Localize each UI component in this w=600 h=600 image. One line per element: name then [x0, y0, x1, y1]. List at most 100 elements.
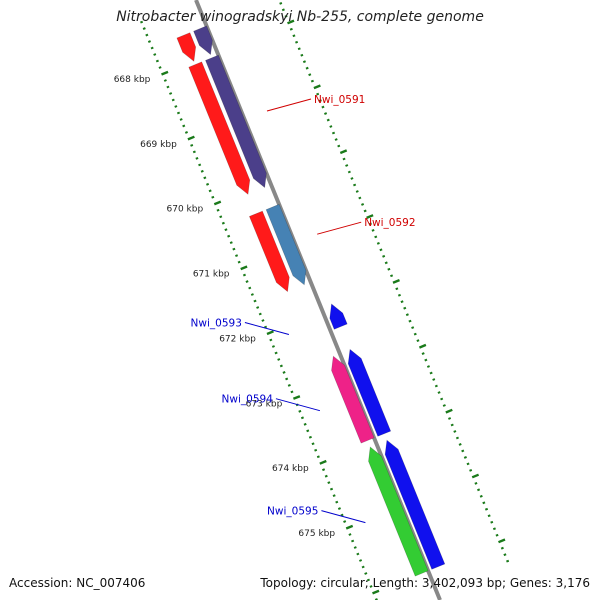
scale-tick-left — [287, 383, 291, 387]
scale-tick-right — [284, 14, 288, 18]
backbone-line — [194, 0, 442, 600]
scale-tick-left — [187, 135, 195, 141]
scale-tick-left — [224, 228, 228, 232]
scale-tick-right — [324, 112, 328, 116]
cds-arrow-nwi-0592[interactable] — [249, 210, 290, 293]
scale-tick-right — [287, 19, 295, 25]
scale-tick-left — [314, 448, 318, 452]
scale-tick-right — [310, 79, 314, 83]
scale-tick-right — [413, 332, 417, 336]
scale-tick-left — [361, 565, 365, 569]
scale-tick-right — [371, 228, 375, 232]
scale-tick-left — [322, 468, 326, 472]
scale-tick-right — [498, 538, 506, 544]
label-leader-nwi-0591 — [266, 98, 312, 112]
scale-tick-left — [316, 455, 320, 459]
scale-tick-right — [392, 278, 400, 284]
scale-tick-left — [179, 118, 183, 121]
scale-tick-left — [153, 53, 157, 56]
scale-tick-left — [308, 435, 312, 439]
gene-arrow-nwi-0595[interactable] — [368, 446, 429, 577]
scale-tick-right — [390, 274, 394, 278]
scale-tick-right — [500, 546, 504, 550]
scale-tick-right — [350, 177, 354, 180]
gene-label-nwi-0591[interactable]: Nwi_0591 — [314, 94, 365, 106]
scale-tick-left — [235, 254, 239, 258]
scale-tick-right — [300, 53, 304, 57]
gene-label-nwi-0594[interactable]: Nwi_0594 — [222, 394, 274, 406]
scale-tick-left — [190, 143, 194, 147]
scale-tick-left — [203, 176, 207, 180]
scale-tick-right — [432, 378, 436, 381]
scale-tick-left — [176, 111, 181, 115]
scale-tick-left — [335, 500, 339, 504]
scale-tick-right — [445, 408, 453, 414]
cds-arrow-partial-0[interactable] — [176, 32, 197, 62]
cds-arrow-nwi-0593[interactable] — [329, 303, 348, 330]
scale-tick-left — [182, 124, 186, 128]
gene-label-nwi-0593[interactable]: Nwi_0593 — [191, 318, 242, 330]
scale-tick-left — [242, 273, 246, 277]
scale-tick-left — [340, 513, 344, 517]
map-title: Nitrobacter winogradskyi Nb-255, complet… — [116, 9, 484, 25]
scale-tick-left — [155, 59, 159, 63]
scale-tick-left — [232, 247, 236, 251]
scale-tick-right — [477, 488, 481, 492]
gene-arrow-nwi-0594[interactable] — [331, 355, 375, 444]
scale-tick-right — [326, 118, 330, 122]
scale-tick-left — [258, 312, 262, 316]
scale-tick-left — [174, 105, 178, 108]
scale-tick-right — [316, 92, 320, 96]
scale-tick-right — [418, 343, 427, 349]
gene-arrow-nwi-0591[interactable] — [205, 54, 267, 189]
gene-arrow-partial-0[interactable] — [193, 25, 213, 56]
cds-arrow-nwi-0591[interactable] — [188, 61, 251, 195]
scale-tick-label: 669 kbp — [140, 140, 177, 150]
scale-tick-left — [145, 33, 149, 37]
gene-label-nwi-0592[interactable]: Nwi_0592 — [364, 217, 415, 229]
scale-tick-right — [466, 462, 470, 466]
scale-tick-left — [213, 200, 222, 206]
scale-tick-left — [206, 182, 210, 186]
gene-arrow-nwi-0592[interactable] — [265, 203, 307, 286]
scale-tick-right — [495, 533, 499, 537]
scale-tick-left — [198, 163, 202, 167]
scale-tick-right — [429, 371, 433, 375]
genome-summary-text: Topology: circular; Length: 3,402,093 bp… — [260, 576, 590, 590]
scale-tick-right — [448, 417, 452, 420]
scale-tick-right — [463, 455, 467, 459]
scale-tick-left — [163, 79, 167, 82]
scale-tick-right — [376, 241, 380, 245]
cds-arrow-nwi-0595[interactable] — [384, 439, 446, 570]
scale-tick-right — [421, 352, 425, 356]
scale-tick-left — [356, 552, 360, 556]
scale-tick-right — [302, 60, 306, 64]
scale-tick-right — [292, 34, 296, 38]
scale-tick-left — [250, 293, 254, 296]
scale-tick-right — [379, 248, 383, 252]
scale-tick-left — [166, 85, 170, 89]
scale-tick-right — [368, 222, 372, 226]
scale-tick-right — [305, 66, 309, 70]
scale-tick-right — [506, 559, 510, 563]
scale-tick-left — [369, 585, 373, 588]
scale-tick-right — [295, 40, 299, 44]
scale-tick-label: 674 kbp — [272, 464, 309, 474]
scale-tick-right — [395, 287, 399, 291]
accession-text: Accession: NC_007406 — [9, 576, 146, 590]
scale-tick-right — [437, 391, 441, 394]
gene-label-nwi-0595[interactable]: Nwi_0595 — [267, 506, 318, 518]
scale-tick-right — [403, 306, 407, 310]
scale-tick-left — [192, 150, 196, 154]
scale-tick-left — [245, 280, 249, 284]
scale-tick-right — [331, 131, 336, 135]
scale-tick-right — [337, 144, 341, 148]
scale-tick-right — [484, 507, 489, 511]
scale-tick-left — [311, 442, 315, 446]
cds-arrow-nwi-0594[interactable] — [347, 348, 392, 437]
scale-tick-left — [300, 416, 304, 420]
scale-tick-right — [479, 494, 483, 498]
scale-tick-left — [142, 27, 146, 31]
